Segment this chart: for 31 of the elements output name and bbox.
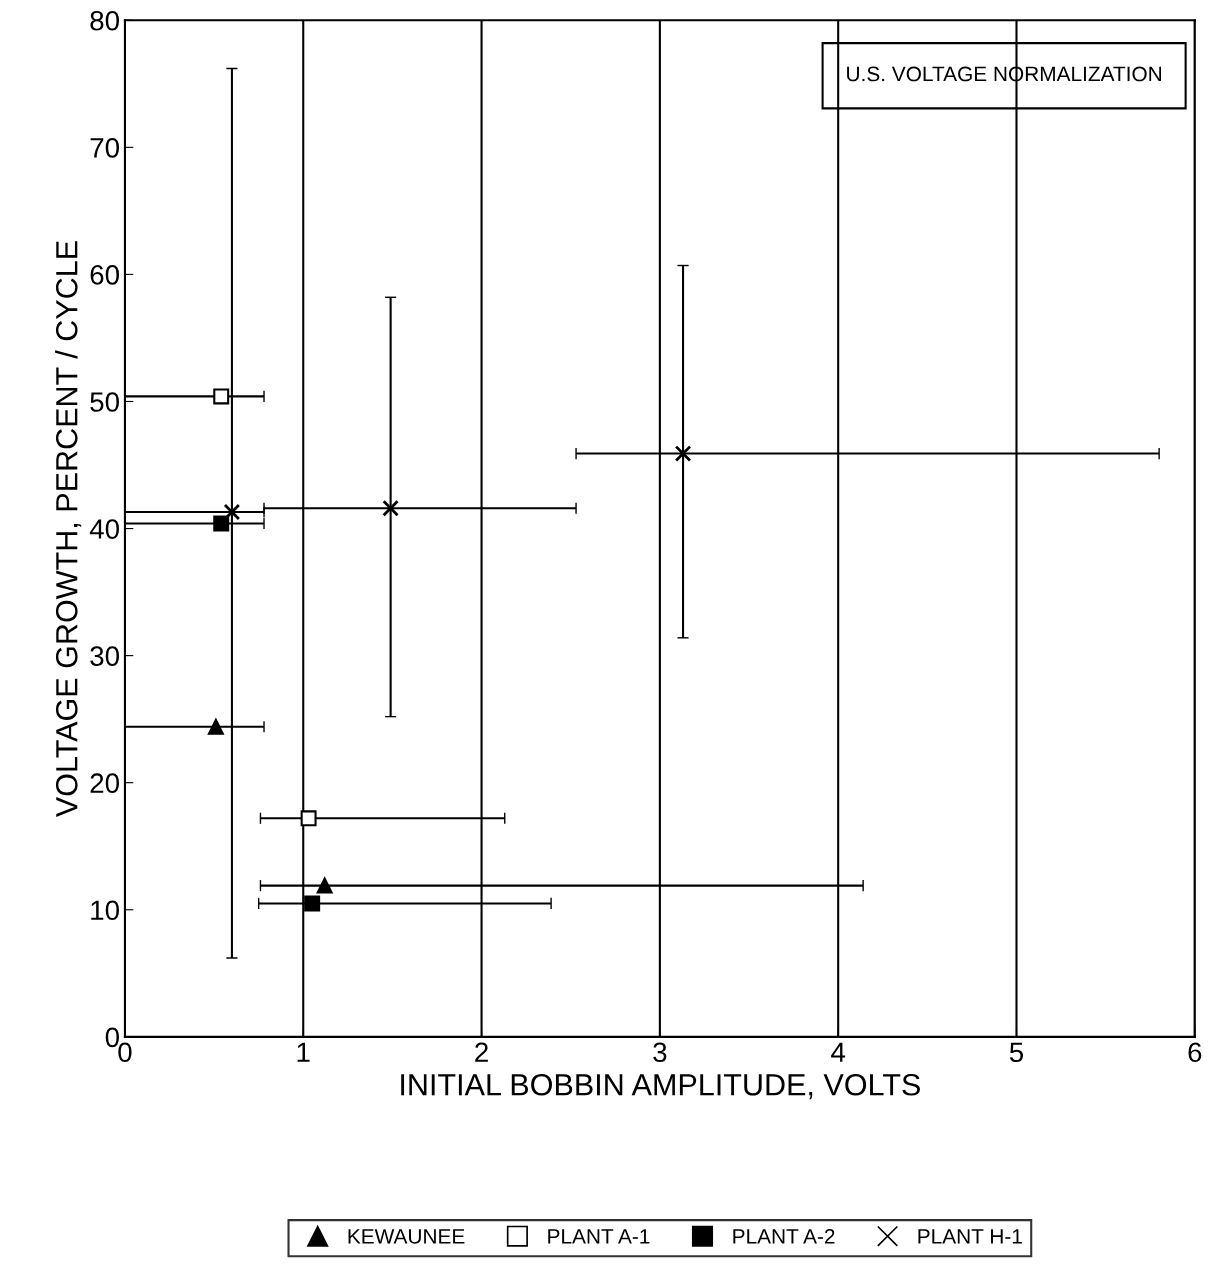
x-tick-label: 0 [118, 1042, 132, 1063]
x-tick-label: 2 [475, 1042, 488, 1062]
y-axis-title: VOLTAGE GROWTH, PERCENT / CYCLE [55, 241, 82, 818]
y-tick-label: 30 [90, 646, 119, 666]
x-tick-label: 3 [653, 1042, 667, 1063]
point [213, 515, 230, 532]
point [300, 810, 317, 827]
y-tick-label: 40 [89, 519, 119, 539]
y-tick-label: 0 [105, 1027, 119, 1048]
point [223, 503, 241, 521]
point [213, 388, 230, 405]
x-tick-label: 4 [831, 1042, 846, 1062]
legend-label: PLANT A-2 [733, 1228, 835, 1244]
legend-label: PLANT H-1 [918, 1229, 1022, 1244]
legend-label: PLANT A-1 [548, 1229, 650, 1244]
point [207, 718, 224, 735]
point [304, 895, 321, 912]
point [316, 877, 333, 894]
y-tick-label: 20 [90, 773, 119, 794]
x-tick-label: 1 [297, 1042, 310, 1062]
y-tick-label: 60 [90, 265, 119, 285]
y-tick-label: 10 [91, 900, 119, 921]
x-axis-title: INITIAL BOBBIN AMPLITUDE, VOLTS [401, 1073, 920, 1100]
x-tick-label: 6 [1188, 1042, 1202, 1063]
y-tick-label: 70 [90, 138, 119, 158]
x-tick-label: 5 [1009, 1042, 1024, 1063]
point [674, 445, 692, 462]
point [382, 499, 399, 517]
y-tick-label: 80 [90, 10, 119, 31]
y-tick-label: 50 [90, 392, 119, 412]
legend-label: KEWAUNEE [348, 1229, 465, 1244]
